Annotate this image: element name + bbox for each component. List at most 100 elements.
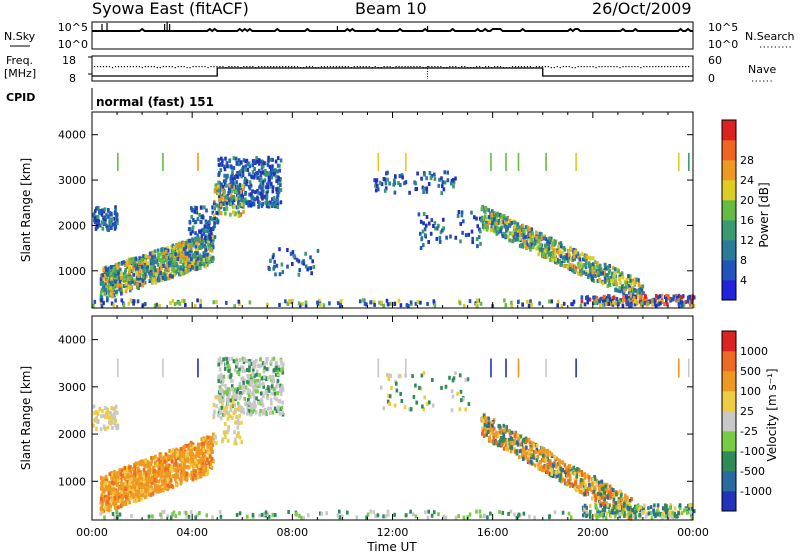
range-cell	[138, 272, 142, 277]
range-cell	[107, 214, 110, 219]
range-cell	[572, 254, 576, 259]
range-cell	[302, 261, 306, 266]
range-cell	[566, 259, 570, 264]
range-cell	[224, 435, 227, 439]
range-cell	[602, 483, 605, 488]
range-cell	[148, 271, 151, 276]
range-cell	[106, 272, 110, 277]
range-cell	[273, 203, 277, 208]
range-cell	[251, 376, 254, 381]
nave-dot	[204, 66, 206, 68]
range-cell	[115, 282, 119, 287]
range-cell	[258, 373, 261, 378]
y-tick-label: 1000	[58, 265, 86, 278]
range-cell	[556, 258, 559, 263]
range-cell	[238, 396, 241, 401]
range-cell	[275, 187, 279, 192]
range-cell	[680, 300, 684, 305]
range-cell	[102, 300, 105, 305]
range-cell	[236, 184, 239, 189]
range-cell	[213, 409, 216, 414]
range-cell	[203, 224, 207, 229]
range-cell	[528, 244, 532, 249]
range-cell	[164, 247, 167, 252]
range-cell	[672, 297, 675, 302]
nsearch-tick-top: 10^5	[708, 21, 738, 34]
range-cell	[506, 444, 510, 449]
range-cell	[213, 206, 216, 211]
range-cell	[179, 267, 182, 272]
range-cell	[135, 478, 138, 483]
range-cell	[672, 294, 676, 299]
range-cell	[240, 174, 243, 179]
range-cell	[174, 468, 177, 473]
range-cell	[190, 241, 193, 246]
range-cell	[246, 411, 249, 416]
range-cell	[168, 261, 171, 266]
range-cell	[419, 386, 423, 391]
range-cell	[263, 178, 267, 183]
range-cell	[164, 249, 168, 254]
range-cell	[241, 173, 245, 177]
range-cell	[479, 301, 483, 306]
range-cell	[546, 239, 549, 244]
range-cell	[548, 450, 552, 455]
nave-dot	[499, 66, 502, 68]
range-cell	[192, 218, 195, 222]
nave-dot	[646, 66, 648, 68]
range-cell	[217, 410, 221, 415]
range-cell	[607, 281, 611, 286]
range-cell	[395, 388, 399, 393]
range-cell	[219, 410, 223, 415]
range-streak	[490, 152, 492, 171]
range-cell	[655, 293, 658, 298]
range-cell	[612, 497, 616, 502]
range-cell	[251, 170, 255, 175]
nave-dot	[476, 66, 478, 68]
range-cell	[139, 494, 142, 499]
range-cell	[164, 467, 167, 472]
range-cell	[115, 493, 119, 498]
range-cell	[336, 301, 340, 306]
nave-dot	[165, 66, 167, 68]
range-cell	[212, 402, 216, 407]
range-cell	[414, 187, 418, 192]
range-cell	[257, 158, 261, 163]
range-cell	[189, 452, 192, 457]
range-cell	[100, 481, 103, 486]
range-cell	[259, 401, 263, 406]
range-cell	[231, 181, 235, 185]
nsky-tick-bottom: 10^0	[58, 38, 88, 51]
range-cell	[211, 258, 215, 263]
range-cell	[251, 189, 254, 194]
range-cell	[193, 304, 197, 309]
range-cell	[161, 275, 165, 280]
range-cell	[566, 264, 569, 269]
range-cell	[432, 299, 436, 304]
range-cell	[233, 212, 237, 217]
range-cell	[168, 464, 171, 468]
range-cell	[271, 166, 274, 171]
range-cell	[118, 267, 121, 272]
range-cell	[242, 158, 246, 163]
range-cell	[397, 181, 400, 186]
range-cell	[527, 303, 531, 308]
range-cell	[442, 187, 446, 192]
range-cell	[460, 210, 464, 215]
range-cell	[423, 186, 426, 191]
range-cell	[160, 457, 163, 462]
range-cell	[550, 471, 553, 476]
range-cell	[520, 232, 524, 237]
range-cell	[255, 372, 258, 377]
range-cell	[253, 361, 256, 366]
range-cell	[225, 161, 229, 166]
range-cell	[590, 267, 594, 272]
range-cell	[572, 269, 576, 274]
range-cell	[246, 390, 250, 395]
range-cell	[544, 243, 547, 248]
range-cell	[162, 264, 165, 268]
nave-dot	[634, 66, 636, 68]
range-cell	[422, 212, 426, 216]
range-cell	[99, 500, 103, 505]
range-cell	[311, 259, 314, 264]
